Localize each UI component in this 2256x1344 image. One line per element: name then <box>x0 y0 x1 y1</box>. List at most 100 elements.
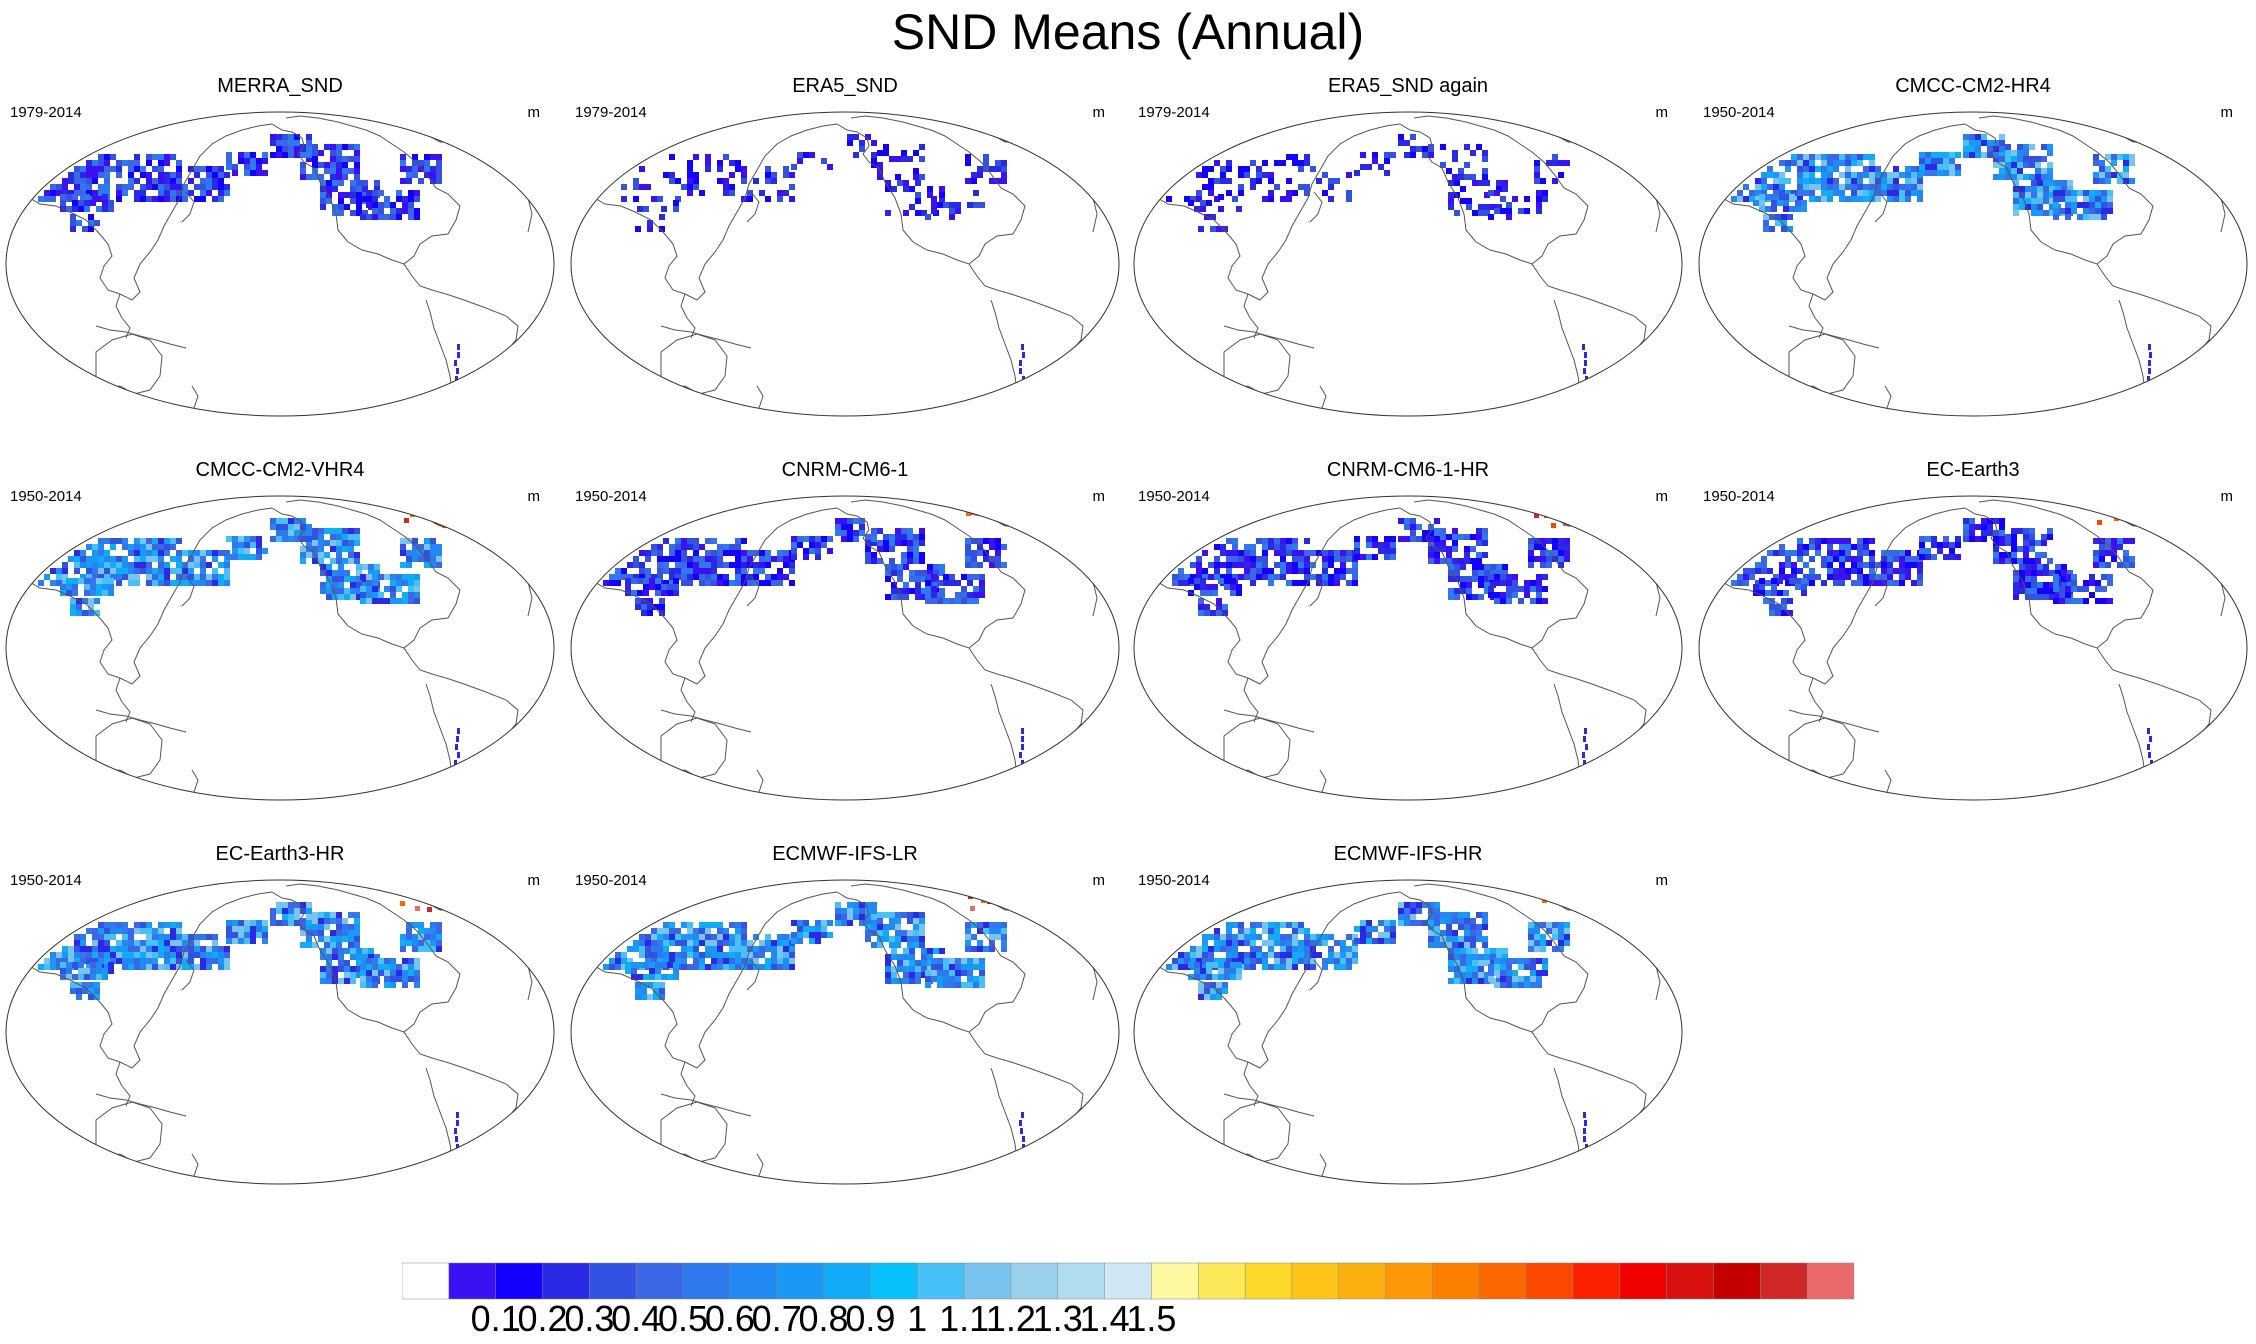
snow-depth-cell <box>667 974 673 980</box>
snow-depth-cell <box>1196 196 1202 202</box>
snow-depth-cell <box>815 548 821 554</box>
coastline <box>1788 709 1880 733</box>
snow-depth-cell <box>2011 168 2017 174</box>
snow-depth-cell <box>366 592 372 598</box>
snow-depth-cell <box>146 940 152 946</box>
snow-depth-cell <box>218 190 224 196</box>
snow-depth-cell <box>1919 536 1925 542</box>
snow-depth-cell <box>354 912 360 918</box>
coastline <box>1247 507 1401 685</box>
snow-depth-cell <box>408 964 414 970</box>
snow-depth-cell <box>2029 174 2035 180</box>
snow-depth-cell <box>350 948 356 954</box>
snow-depth-cell <box>1334 952 1340 958</box>
snow-depth-cell <box>1428 930 1434 936</box>
snow-depth-cell <box>2095 190 2101 196</box>
snow-depth-cell <box>74 568 80 574</box>
snow-depth-cell <box>366 196 372 202</box>
snow-depth-cell <box>783 574 789 580</box>
antarctica-fill <box>1188 806 1648 838</box>
snow-depth-cell <box>1919 152 1925 158</box>
snow-depth-cell <box>2123 166 2129 172</box>
snow-depth-cell <box>362 210 368 216</box>
snow-depth-cell <box>1839 580 1845 586</box>
snow-depth-cell <box>408 190 414 196</box>
snow-depth-cell <box>457 400 460 406</box>
snow-depth-cell <box>1925 554 1931 560</box>
snow-depth-cell <box>1250 574 1256 580</box>
snow-depth-cell <box>1454 594 1460 600</box>
snow-depth-cell <box>1821 154 1827 160</box>
snow-depth-cell <box>2035 174 2041 180</box>
snow-depth-cell <box>1779 550 1785 556</box>
snow-depth-cell <box>2025 570 2031 576</box>
snow-depth-cell <box>1256 166 1262 172</box>
snow-depth-cell <box>300 558 306 564</box>
map-panel: CNRM-CM6-1-HR 1950-2014 m <box>1128 458 1688 838</box>
snow-depth-cell <box>200 556 206 562</box>
snow-depth-cell <box>50 196 56 202</box>
snow-depth-cell <box>967 958 973 964</box>
snow-depth-cell <box>1518 208 1524 214</box>
snow-depth-cell <box>238 926 244 932</box>
snow-depth-cell <box>1298 958 1304 964</box>
snow-depth-cell <box>1440 930 1446 936</box>
snow-depth-cell <box>152 940 158 946</box>
snow-depth-cell <box>903 960 909 966</box>
snow-depth-cell <box>1821 562 1827 568</box>
snow-depth-cell <box>306 920 312 926</box>
coastline <box>655 808 1045 822</box>
snow-depth-cell <box>1869 190 1875 196</box>
snow-depth-cell <box>915 198 921 204</box>
snow-depth-cell <box>827 920 833 926</box>
snow-depth-cell <box>1482 174 1488 180</box>
snow-depth-cell <box>384 196 390 202</box>
coastline <box>746 191 760 223</box>
snow-depth-cell <box>1931 542 1937 548</box>
snow-depth-cell <box>1943 158 1949 164</box>
snow-depth-cell <box>1779 178 1785 184</box>
snow-depth-cell <box>1969 146 1975 152</box>
snow-depth-cell <box>1256 922 1262 928</box>
snow-depth-cell <box>693 556 699 562</box>
snow-depth-cell <box>1316 574 1322 580</box>
snow-depth-cell <box>1993 558 1999 564</box>
snow-depth-cell <box>1476 558 1482 564</box>
snow-depth-cell <box>859 518 865 524</box>
snow-depth-cell <box>1767 166 1773 172</box>
snow-depth-cell <box>1839 574 1845 580</box>
snow-depth-cell <box>1236 962 1242 968</box>
snow-depth-cell <box>1448 192 1454 198</box>
snow-depth-cell <box>711 580 717 586</box>
snow-depth-cell <box>1378 548 1384 554</box>
colorbar-swatch <box>1010 1262 1059 1300</box>
snow-depth-cell <box>1238 556 1244 562</box>
snow-depth-cell <box>1220 946 1226 952</box>
snow-depth-cell <box>1478 966 1484 972</box>
snow-depth-cell <box>723 562 729 568</box>
snow-depth-cell <box>122 544 128 550</box>
snow-depth-cell <box>903 564 909 570</box>
snow-depth-cell <box>2123 154 2129 160</box>
snow-depth-cell <box>330 156 336 162</box>
map-panel: EC-Earth3-HR 1950-2014 m <box>0 842 560 1222</box>
snow-depth-cell <box>1286 922 1292 928</box>
snow-depth-cell <box>747 574 753 580</box>
snow-depth-cell <box>44 958 50 964</box>
snow-depth-cell <box>2025 204 2031 210</box>
snow-depth-cell <box>250 554 256 560</box>
snow-depth-cell <box>164 550 170 556</box>
snow-depth-cell <box>1194 578 1200 584</box>
snow-depth-cell <box>1803 184 1809 190</box>
snow-depth-cell <box>1937 542 1943 548</box>
snow-depth-cell <box>288 518 294 524</box>
snow-depth-cell <box>1458 936 1464 942</box>
snow-depth-cell <box>815 542 821 548</box>
snow-depth-cell <box>1749 574 1755 580</box>
snow-depth-cell <box>705 940 711 946</box>
snow-depth-cell <box>809 152 815 158</box>
snow-depth-cell <box>783 952 789 958</box>
snow-depth-cell <box>687 172 693 178</box>
snow-depth-cell <box>907 942 913 948</box>
snow-depth-cell <box>681 922 687 928</box>
